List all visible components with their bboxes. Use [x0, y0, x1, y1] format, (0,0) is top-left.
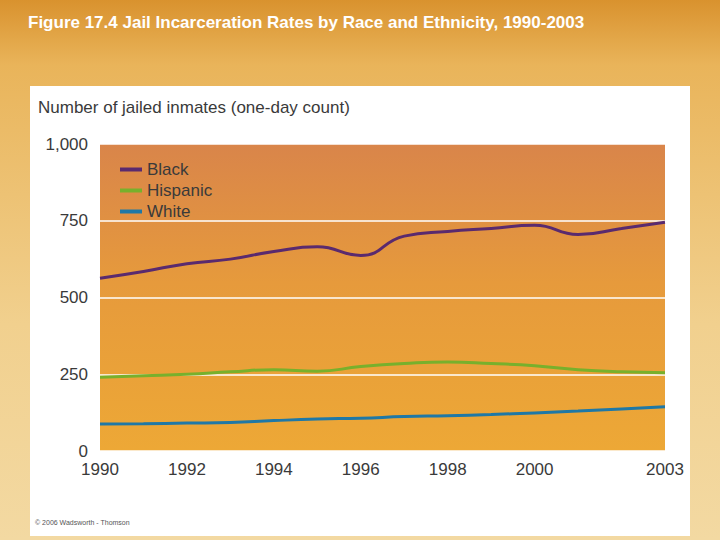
svg-text:1,000: 1,000 — [45, 135, 88, 154]
svg-text:250: 250 — [60, 365, 88, 384]
svg-text:White: White — [147, 202, 190, 221]
svg-text:0: 0 — [79, 442, 88, 461]
svg-text:1990: 1990 — [81, 460, 119, 479]
svg-text:2000: 2000 — [516, 460, 554, 479]
svg-text:750: 750 — [60, 211, 88, 230]
svg-text:1994: 1994 — [255, 460, 293, 479]
svg-text:500: 500 — [60, 288, 88, 307]
svg-text:Hispanic: Hispanic — [147, 181, 213, 200]
svg-text:1998: 1998 — [429, 460, 467, 479]
svg-text:2003: 2003 — [646, 460, 684, 479]
svg-text:1996: 1996 — [342, 460, 380, 479]
svg-text:Number of jailed inmates (one-: Number of jailed inmates (one-day count) — [38, 98, 350, 117]
svg-text:1992: 1992 — [168, 460, 206, 479]
svg-text:Black: Black — [147, 160, 189, 179]
html-text:Figure 17.4 Jail Incarceration: Figure 17.4 Jail Incarceration Rates by … — [28, 13, 585, 32]
svg-text:© 2006 Wadsworth - Thomson: © 2006 Wadsworth - Thomson — [35, 519, 130, 526]
